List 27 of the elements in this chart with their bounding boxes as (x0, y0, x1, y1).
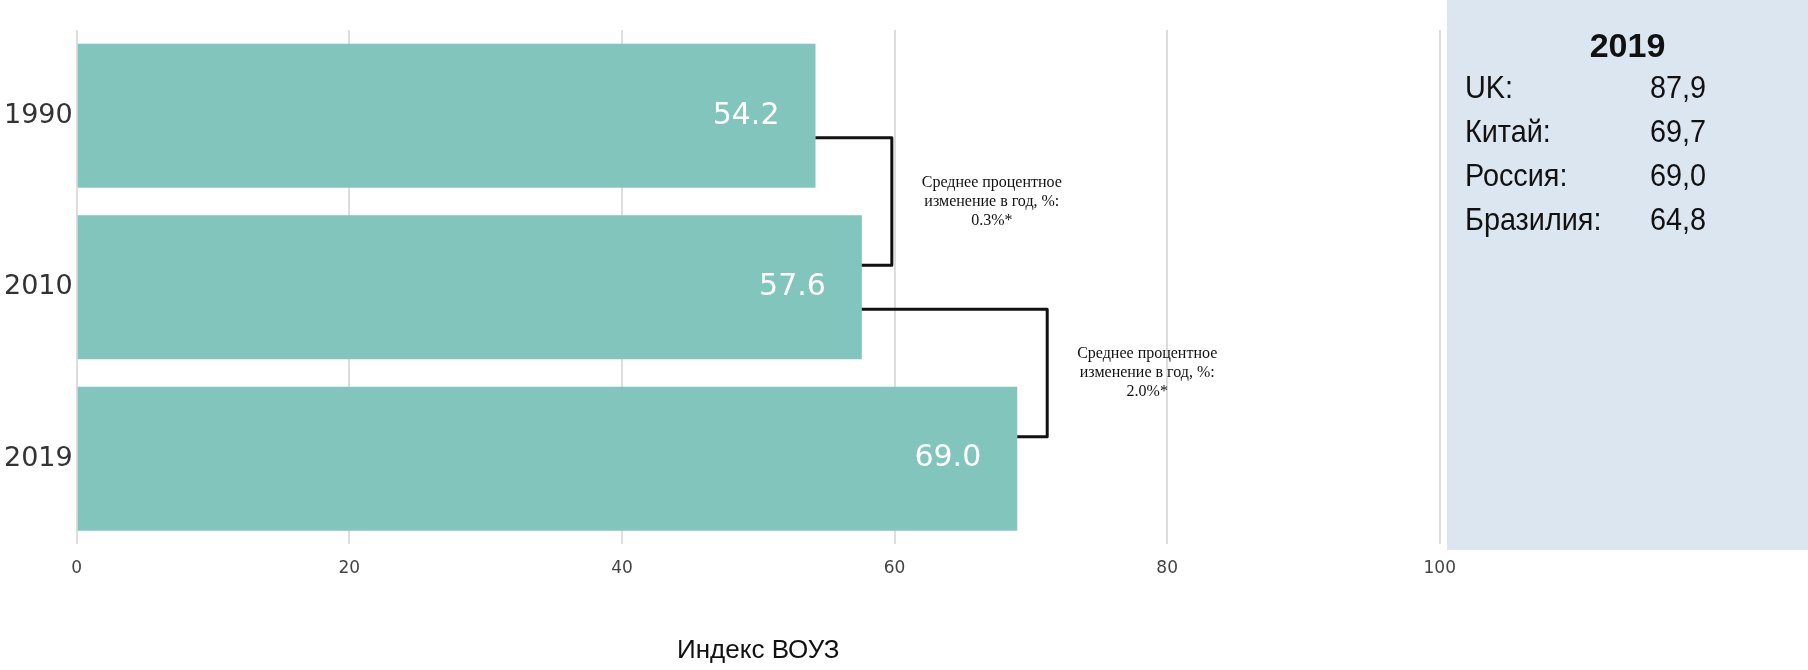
x-tick-label: 20 (338, 557, 361, 578)
x-tick-label: 40 (611, 557, 633, 578)
annotation: Среднее процентное изменение в год, %: 0.3%* (921, 172, 1062, 228)
text: Россия: (1465, 156, 1569, 195)
text: 2019 (1588, 26, 1667, 65)
x-tick-label: 0 (71, 557, 83, 578)
x-tick-label: 100 (1423, 557, 1456, 578)
data-label: 54.2 (712, 95, 780, 131)
text: Китай: (1465, 112, 1552, 151)
text: Бразилия: (1465, 200, 1603, 239)
y-tick-label: 1990 (3, 97, 73, 129)
text: 69,7 (1650, 112, 1707, 151)
y-tick-label: 2010 (3, 269, 73, 301)
bar (77, 215, 862, 360)
data-label: 57.6 (759, 267, 826, 302)
x-axis-title: Индекс ВОУЗ (677, 633, 840, 664)
text: 87,9 (1650, 68, 1707, 107)
text: 69,0 (1650, 156, 1707, 195)
y-tick-label: 2019 (3, 440, 73, 472)
text: UK: (1465, 68, 1514, 107)
text: 64,8 (1650, 200, 1707, 239)
annotation: Среднее процентное изменение в год, %: 2.0%* (1077, 344, 1218, 400)
x-tick-label: 80 (1156, 557, 1178, 578)
x-tick-label: 60 (883, 557, 906, 578)
bar (77, 43, 816, 188)
data-label: 69.0 (914, 438, 982, 474)
bar (77, 386, 1018, 531)
